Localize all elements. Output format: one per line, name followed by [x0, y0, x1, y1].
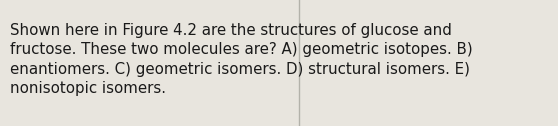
Text: Shown here in Figure 4.2 are the structures of glucose and
fructose. These two m: Shown here in Figure 4.2 are the structu…	[10, 23, 473, 96]
